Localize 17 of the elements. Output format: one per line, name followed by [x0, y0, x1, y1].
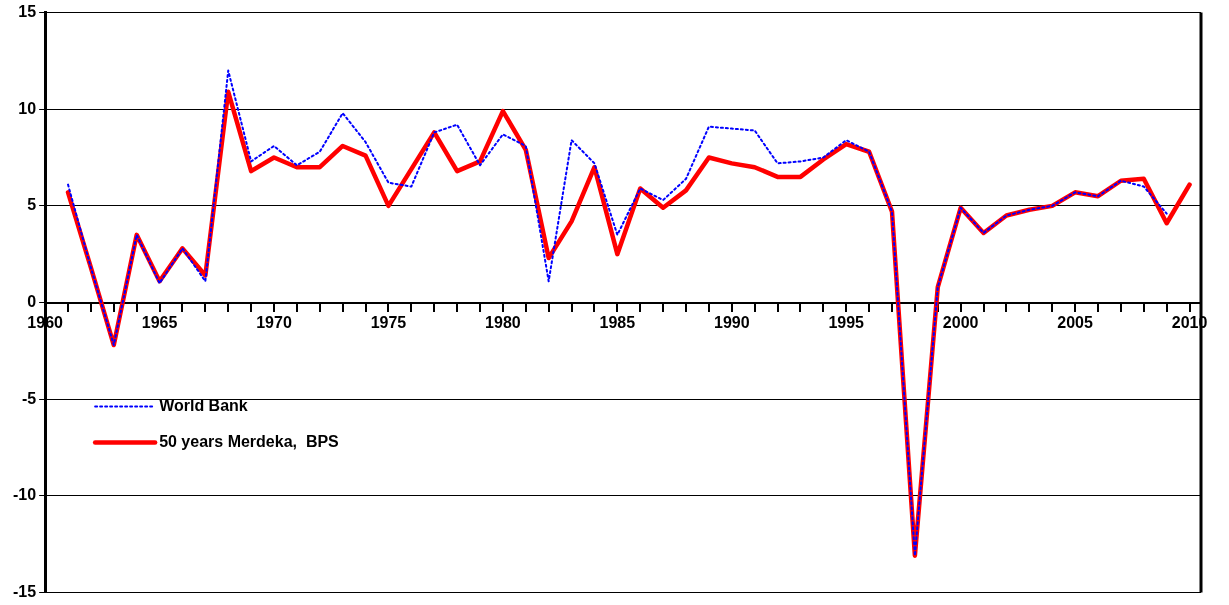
x-tick-label: 2000: [942, 313, 979, 331]
x-tick-label: 1970: [256, 313, 292, 331]
x-tick-label: 1965: [141, 313, 178, 331]
y-tick-label: 15: [18, 3, 37, 21]
y-tick-label: 10: [18, 99, 37, 117]
y-tick-label: 0: [27, 292, 37, 310]
legend-label: 50 years Merdeka, BPS: [159, 432, 340, 450]
x-tick-label: 1975: [370, 313, 407, 331]
x-tick-label: 1985: [599, 313, 636, 331]
y-tick-label: -15: [13, 582, 37, 600]
y-tick-label: -5: [21, 389, 37, 407]
x-tick-label: 2005: [1057, 313, 1094, 331]
y-tick-label: 5: [27, 196, 37, 214]
x-tick-label: 1990: [713, 313, 750, 331]
x-tick-label: 1980: [485, 313, 521, 331]
x-tick-label: 1995: [828, 313, 865, 331]
y-tick-label: -10: [13, 486, 37, 504]
